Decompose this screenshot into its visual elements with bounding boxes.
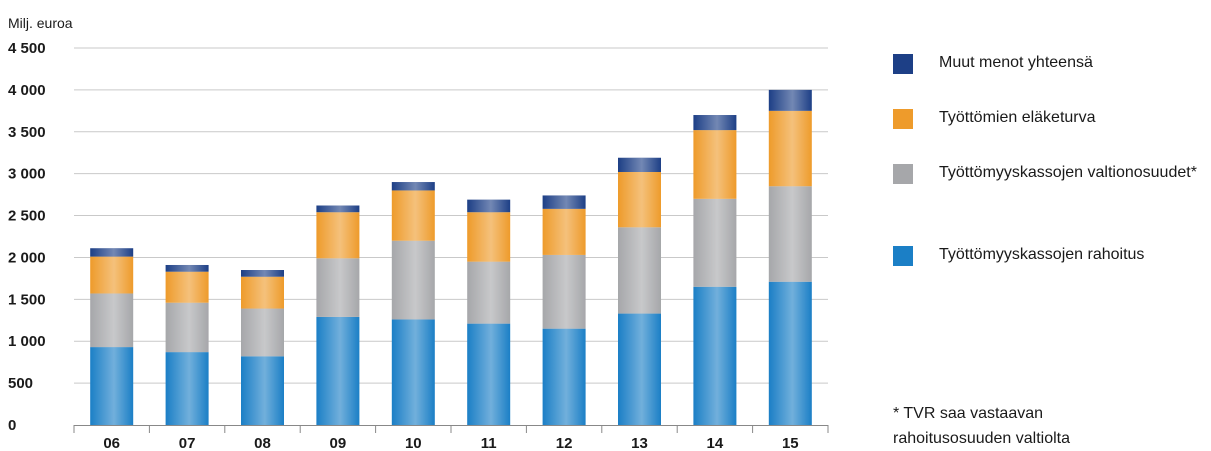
bar-highlight [165,352,209,425]
x-tick-label: 07 [179,435,196,450]
y-tick-label: 0 [8,417,16,434]
bar-highlight [241,270,284,277]
bar-highlight [165,302,209,353]
y-tick-label: 2 000 [8,249,46,266]
bar-highlight [618,171,661,228]
y-tick-label: 2 500 [8,208,46,225]
bar-highlight [693,115,737,131]
bar-highlight [467,323,511,425]
legend-label: Työttömien eläketurva [939,109,1096,126]
y-tick-label: 4 000 [8,82,46,99]
legend-label: Työttömyyskassojen valtionosuudet* [939,164,1197,181]
unit-label: Milj. euroa [8,15,73,31]
bar-highlight [241,276,284,309]
bar-highlight [391,182,435,191]
legend-label: Työttömyyskassojen rahoitus [939,246,1145,263]
bar-highlight [467,212,511,262]
x-tick-label: 14 [707,435,724,450]
x-tick-label: 09 [330,435,347,450]
bar-highlight [693,130,737,199]
footnote: * TVR saa vastaavan rahoitusosuuden valt… [893,401,1203,451]
bar-highlight [90,256,134,294]
bar-highlight [467,199,511,213]
bar-highlight [316,316,360,425]
x-tick-label: 11 [481,435,497,450]
x-tick-label: 12 [556,435,573,450]
bar-highlight [391,319,435,425]
x-tick-label: 08 [254,435,271,450]
x-tick-label: 10 [405,435,422,450]
bar-highlight [693,198,737,287]
x-axis: 06 07 08 09 10 11 12 13 14 15 [73,425,829,450]
y-axis-ticks: 0 500 1 000 1 500 2 000 2 500 3 000 3 500 4 000 4… [8,40,46,434]
bar-highlight [467,261,511,324]
x-tick-label: 13 [631,435,648,450]
bar-highlight [90,248,134,257]
y-tick-label: 3 000 [8,166,46,183]
bar-highlight [768,89,812,111]
bar-highlight [391,190,435,241]
bar-highlight [542,208,586,255]
legend-swatch [893,109,913,129]
bar-highlight [90,347,134,425]
bar-highlight [316,258,360,317]
footnote-line: * TVR saa vastaavan [893,405,1044,422]
bar-highlight [165,264,209,272]
footnote-line: rahoitusosuuden valtiolta [893,430,1071,447]
y-tick-label: 4 500 [8,40,46,57]
legend-swatch [893,54,913,74]
bar-highlight [542,328,586,425]
y-tick-label: 1 000 [8,333,46,350]
bar-highlight [542,195,586,209]
bar-highlight [90,293,134,348]
legend-label: Muut menot yhteensä [939,54,1093,71]
bar-highlight [693,286,737,425]
y-tick-label: 500 [8,375,33,392]
bar-highlight [165,271,209,303]
stacked-bar-chart: Milj. euroa 0 500 1 000 1 500 2 000 2 500 3 00… [8,15,829,450]
bar-highlight [618,313,661,425]
bar-highlight [241,308,284,357]
bar-highlight [768,281,812,425]
x-tick-label: 15 [782,435,799,450]
bar-highlight [768,186,812,282]
bar-highlight [542,254,586,329]
legend-swatch [893,164,913,184]
bar-highlight [618,227,661,314]
x-tick-label: 06 [103,435,120,450]
y-tick-label: 3 500 [8,124,46,141]
bar-highlight [391,240,435,320]
bars [90,89,812,425]
legend-swatch [893,246,913,266]
bar-highlight [618,157,661,172]
bar-highlight [768,110,812,187]
bar-highlight [241,356,284,425]
bar-highlight [316,205,360,213]
y-tick-label: 1 500 [8,291,46,308]
bar-highlight [316,212,360,259]
